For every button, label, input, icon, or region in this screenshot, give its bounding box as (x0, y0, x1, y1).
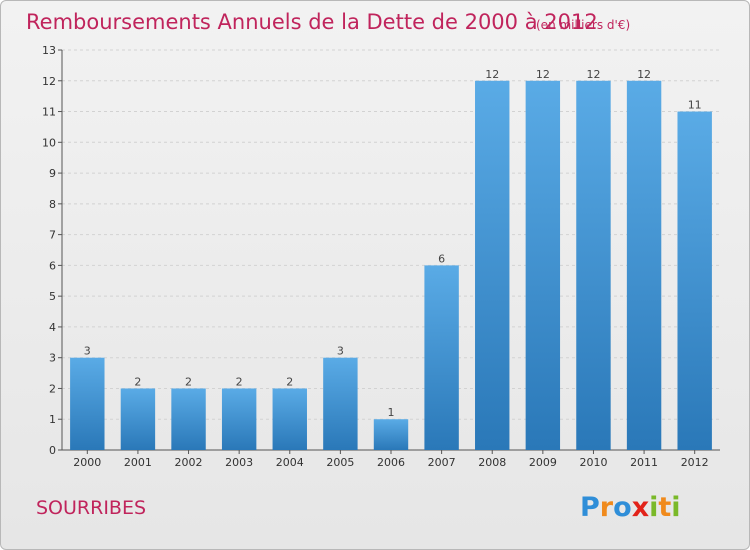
bar-2009 (525, 80, 561, 451)
proxiti-logo: Proxiti (580, 492, 681, 523)
logo-letter: r (600, 492, 614, 523)
logo-letter: o (613, 492, 632, 523)
data-label-2012: 11 (688, 99, 702, 112)
bar-2012 (677, 111, 712, 451)
data-label-2000: 3 (84, 345, 91, 358)
x-tick-label-2008: 2008 (478, 456, 506, 469)
data-label-2009: 12 (536, 68, 550, 81)
bar-2010 (576, 80, 611, 451)
bar-2006 (373, 419, 409, 450)
commune-name: SOURRIBES (36, 497, 146, 519)
x-tick-label-2010: 2010 (579, 456, 607, 469)
x-tick-label-2007: 2007 (428, 456, 456, 469)
y-tick-label: 1 (49, 413, 56, 426)
data-label-2002: 2 (185, 375, 192, 388)
bar-2004 (272, 388, 307, 450)
data-label-2005: 3 (337, 345, 344, 358)
x-tick-label-2001: 2001 (124, 456, 152, 469)
y-tick-label: 2 (49, 382, 56, 395)
x-tick-label-2006: 2006 (377, 456, 405, 469)
x-tick-label-2011: 2011 (630, 456, 658, 469)
y-tick-label: 12 (42, 75, 56, 88)
bars: 3 2 2 2 2 3 1 6 12 12 12 12 11 (70, 68, 712, 451)
chart-subtitle: (en milliers d'€) (536, 18, 630, 32)
data-label-2007: 6 (438, 252, 445, 265)
x-tick-label-2009: 2009 (529, 456, 557, 469)
logo-letter: t (658, 492, 671, 523)
data-label-2003: 2 (236, 375, 243, 388)
y-tick-label: 3 (49, 352, 56, 365)
bar-2000 (70, 357, 105, 450)
bar-2005 (323, 357, 358, 450)
y-tick-label: 6 (49, 259, 56, 272)
x-tick-label-2003: 2003 (225, 456, 253, 469)
bar-2007 (424, 265, 459, 450)
x-tick-label-2002: 2002 (175, 456, 203, 469)
y-tick-label: 10 (42, 136, 56, 149)
logo-letter: P (580, 492, 600, 523)
bar-2008 (475, 80, 510, 451)
y-tick-label: 13 (42, 44, 56, 57)
bar-2001 (120, 388, 156, 450)
grid (62, 49, 720, 420)
y-tick-label: 11 (42, 106, 56, 119)
y-tick-label: 5 (49, 290, 56, 303)
logo-letter: i (649, 492, 658, 523)
x-tick-label-2000: 2000 (73, 456, 101, 469)
bar-2003 (221, 388, 257, 450)
chart-title: Remboursements Annuels de la Dette de 20… (26, 10, 598, 34)
data-label-2004: 2 (286, 375, 293, 388)
y-tick-label: 0 (49, 444, 56, 457)
bar-2011 (626, 80, 662, 451)
y-tick-label: 9 (49, 167, 56, 180)
bar-2002 (171, 388, 206, 450)
y-tick-label: 7 (49, 229, 56, 242)
y-tick-label: 4 (49, 321, 56, 334)
y-tick-label: 8 (49, 198, 56, 211)
data-label-2006: 1 (388, 406, 395, 419)
data-label-2001: 2 (134, 375, 141, 388)
logo-letter: x (632, 492, 649, 523)
data-label-2011: 12 (637, 68, 651, 81)
x-tick-label-2004: 2004 (276, 456, 304, 469)
data-label-2010: 12 (586, 68, 600, 81)
data-label-2008: 12 (485, 68, 499, 81)
x-tick-label-2005: 2005 (326, 456, 354, 469)
logo-letter: i (671, 492, 680, 523)
x-tick-label-2012: 2012 (681, 456, 709, 469)
